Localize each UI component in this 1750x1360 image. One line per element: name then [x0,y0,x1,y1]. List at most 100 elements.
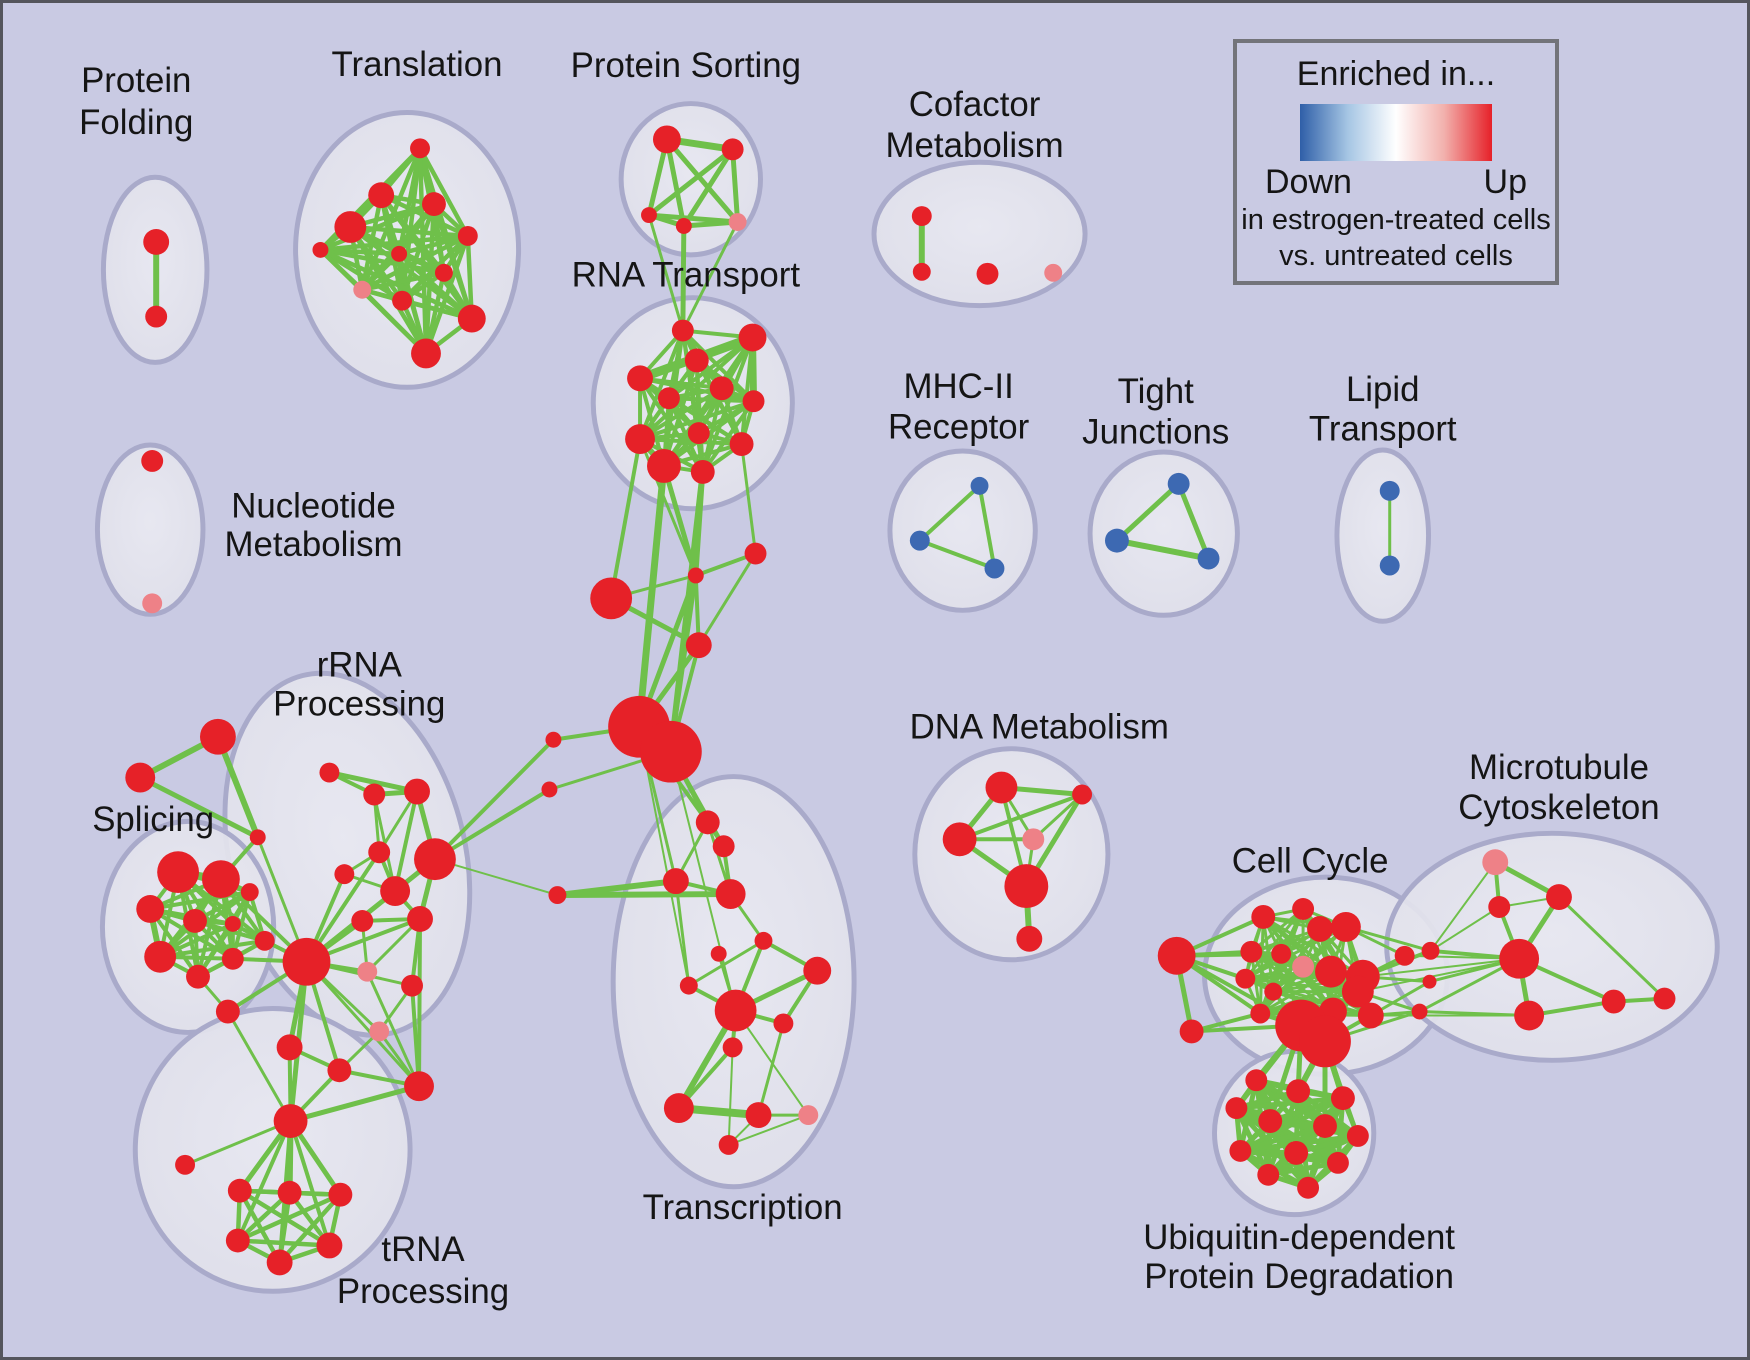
network-node-cc3[interactable] [1307,915,1333,942]
network-node-cc6[interactable] [1271,943,1292,964]
network-node-c3[interactable] [976,262,999,285]
network-node-u6[interactable] [1313,1114,1337,1138]
network-node-rt1[interactable] [671,319,694,342]
network-node-cc8[interactable] [1315,955,1347,988]
network-node-rt8[interactable] [687,422,710,445]
network-node-rr3[interactable] [404,778,430,805]
network-node-tx12[interactable] [663,1093,694,1124]
network-node-d4[interactable] [1022,828,1045,851]
network-node-s7[interactable] [186,964,210,989]
network-node-t12[interactable] [312,241,329,258]
network-node-s5[interactable] [224,915,241,932]
network-node-t7[interactable] [434,263,453,282]
network-node-s3[interactable] [136,895,165,923]
network-node-d6[interactable] [1016,925,1043,952]
network-node-u5[interactable] [1258,1109,1283,1133]
network-node-tx7[interactable] [710,945,727,962]
network-node-u10[interactable] [1326,1151,1349,1174]
network-node-t9[interactable] [392,290,413,311]
network-node-mc3[interactable] [1411,1003,1428,1020]
network-node-l1[interactable] [1379,480,1400,501]
network-node-cn3[interactable] [590,577,633,620]
network-node-tr5[interactable] [225,1228,250,1253]
network-node-u8[interactable] [1229,1139,1252,1162]
network-node-tr3[interactable] [277,1180,302,1205]
network-node-u11[interactable] [1257,1163,1280,1186]
network-node-ps4[interactable] [675,218,692,234]
network-node-t8[interactable] [353,280,372,299]
network-node-rr13[interactable] [404,1071,434,1102]
network-node-s1[interactable] [157,851,199,894]
network-node-d1[interactable] [985,771,1018,804]
network-node-t5[interactable] [457,226,478,246]
network-node-cc4[interactable] [1330,911,1361,942]
network-node-u9[interactable] [1284,1140,1309,1165]
network-node-tx6[interactable] [803,956,832,985]
network-node-ps1[interactable] [652,125,681,154]
network-node-rr1[interactable] [319,762,340,783]
network-node-m3[interactable] [984,558,1005,579]
network-node-pf2[interactable] [145,305,168,328]
network-node-mt1[interactable] [1546,884,1572,910]
network-node-tx10[interactable] [773,1013,794,1034]
network-node-cl2[interactable] [541,781,558,798]
network-node-mt2[interactable] [1488,896,1511,918]
network-node-cn1[interactable] [687,567,704,584]
network-node-t3[interactable] [422,192,446,217]
network-node-rr2[interactable] [363,783,386,806]
network-node-m2[interactable] [909,530,930,551]
network-node-s9[interactable] [240,883,259,902]
network-node-t11[interactable] [411,338,441,369]
network-node-cn2[interactable] [744,542,767,565]
network-node-cn4[interactable] [685,632,712,659]
network-node-tx4[interactable] [715,879,746,909]
network-node-rr8[interactable] [407,905,433,932]
network-node-tx1[interactable] [695,810,720,835]
network-node-mtp[interactable] [1482,849,1509,876]
network-node-t6[interactable] [391,245,408,262]
network-node-mt3[interactable] [1499,938,1540,979]
network-node-s8[interactable] [221,947,244,970]
network-node-u4[interactable] [1225,1097,1248,1120]
network-node-pf1[interactable] [143,228,170,255]
network-node-rt9[interactable] [625,424,655,455]
network-node-mt5[interactable] [1601,989,1626,1014]
network-node-rt10[interactable] [729,432,754,456]
network-node-cc10[interactable] [1341,975,1374,1008]
network-node-tr4[interactable] [328,1182,353,1207]
network-node-x2[interactable] [125,762,156,793]
network-node-t10[interactable] [457,304,486,333]
network-node-u3[interactable] [1330,1086,1355,1111]
network-node-u7[interactable] [1346,1125,1369,1147]
network-node-m1[interactable] [970,476,989,495]
network-node-mc1[interactable] [1421,941,1440,960]
network-node-tx3[interactable] [662,868,689,895]
network-node-d3[interactable] [942,822,977,857]
network-node-tx5[interactable] [754,931,773,950]
network-node-tr1[interactable] [175,1154,196,1175]
network-node-n2[interactable] [142,593,163,614]
network-node-h2[interactable] [273,1104,308,1138]
network-node-ps2[interactable] [721,138,744,161]
network-node-cc16[interactable] [1394,945,1415,966]
network-node-cl1[interactable] [545,731,562,748]
network-node-ccB2[interactable] [1299,1015,1351,1068]
network-node-t4[interactable] [334,211,367,243]
network-node-cc11[interactable] [1235,968,1256,989]
network-node-rr12[interactable] [327,1058,352,1083]
network-node-tx13[interactable] [745,1102,772,1129]
network-node-t2[interactable] [368,182,395,209]
network-node-ps3[interactable] [641,207,657,224]
network-node-mt6[interactable] [1653,987,1676,1010]
network-node-ccl2[interactable] [1179,1019,1204,1044]
network-node-rr7[interactable] [380,876,411,906]
network-node-cc2[interactable] [1292,898,1315,920]
network-node-s4[interactable] [183,908,207,933]
network-node-t1[interactable] [410,138,430,159]
network-node-rt3[interactable] [684,348,709,373]
network-node-s6[interactable] [144,940,177,973]
network-node-rrp2[interactable] [369,1021,390,1042]
network-node-cn5[interactable] [548,886,567,905]
network-node-tx2[interactable] [712,835,735,858]
